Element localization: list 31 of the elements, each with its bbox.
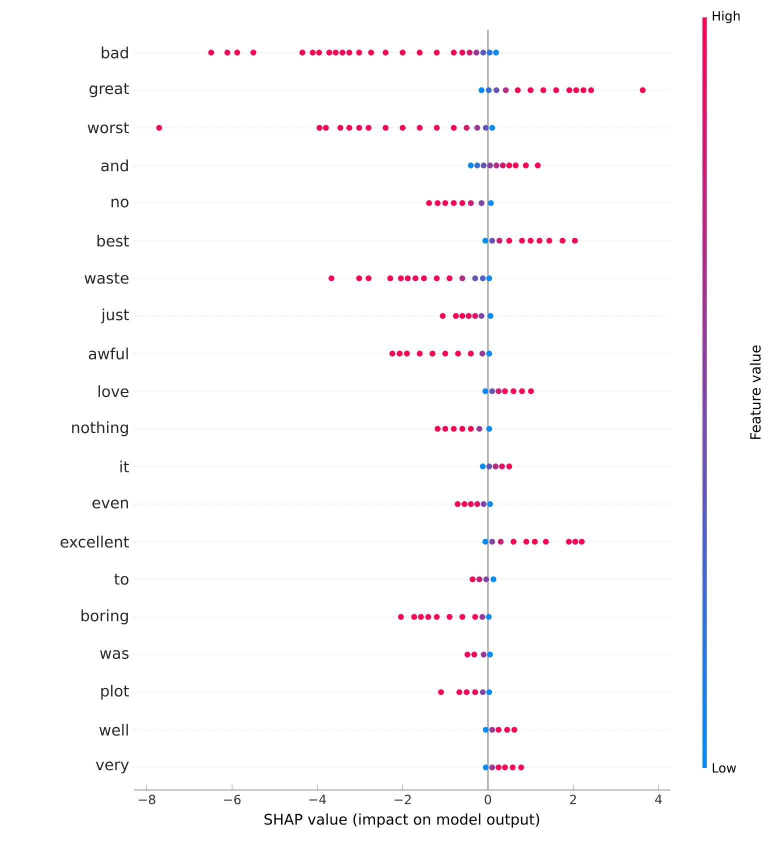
y-tick-label: to <box>114 574 128 585</box>
x-axis-title: SHAP value (impact on model output) <box>264 813 540 828</box>
x-tick-label: 4 <box>655 794 662 804</box>
y-tick-label: it <box>120 460 129 472</box>
y-tick-label: even <box>92 500 128 508</box>
y-tick-label: and <box>101 160 128 172</box>
x-tick-label: 2 <box>570 794 576 804</box>
x-tick-label: −8 <box>138 794 156 804</box>
x-tick-label: −6 <box>224 794 241 804</box>
x-tick-label: 0 <box>484 794 492 804</box>
y-tick-label: great <box>90 83 129 98</box>
y-tick-label: just <box>101 308 129 324</box>
color-bar-label: Low <box>712 763 736 773</box>
y-tick-label: plot <box>101 684 129 700</box>
y-tick-label: well <box>99 724 128 736</box>
y-tick-label: bad <box>102 46 128 59</box>
color-bar-label: High <box>712 10 740 24</box>
x-tick-label: −2 <box>394 794 411 804</box>
y-tick-label: very <box>96 762 129 774</box>
y-tick-label: excellent <box>60 536 129 548</box>
y-tick-label: nothing <box>72 421 128 436</box>
y-tick-label: love <box>98 385 128 398</box>
y-tick-label: best <box>98 234 129 247</box>
y-tick-label: was <box>100 650 129 659</box>
y-tick-label: waste <box>84 272 128 284</box>
y-tick-label: worst <box>88 122 129 134</box>
y-tick-label: awful <box>88 348 128 360</box>
y-tick-label: no <box>112 198 128 208</box>
y-tick-label: boring <box>82 610 128 624</box>
color-bar-title: Feature value <box>750 345 761 439</box>
x-tick-label: −4 <box>309 794 326 804</box>
